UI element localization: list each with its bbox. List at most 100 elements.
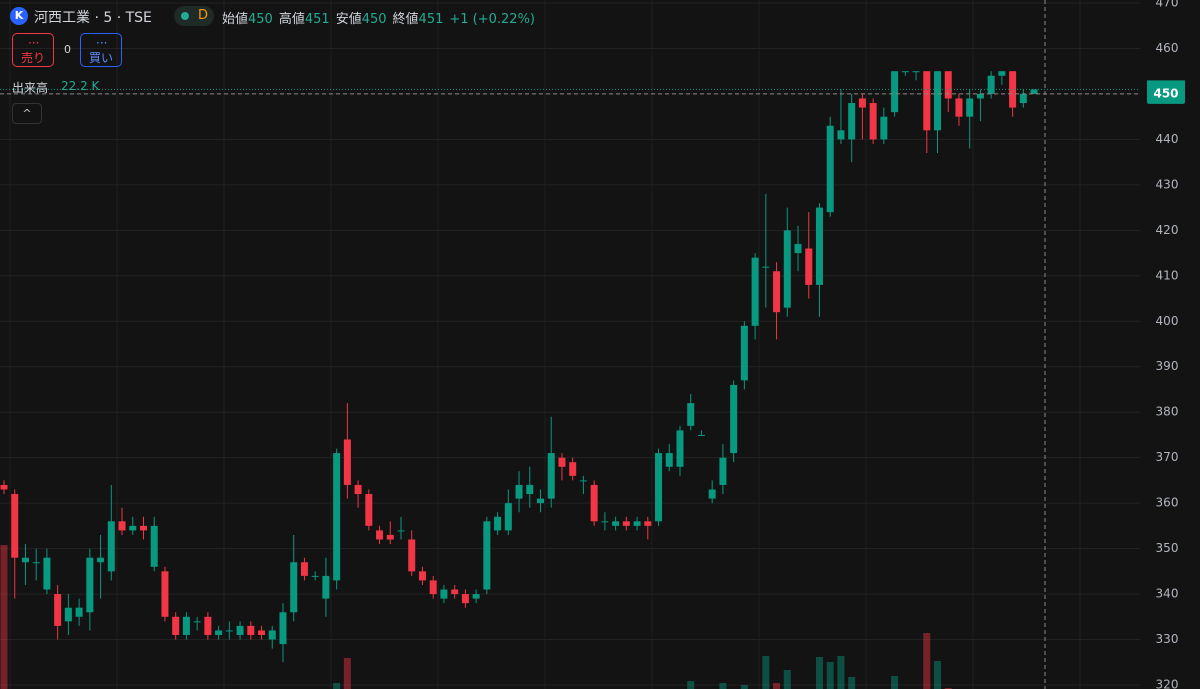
candle-body <box>193 621 201 623</box>
symbol[interactable]: 河西工業 · 5 · TSE <box>34 10 152 26</box>
y-tick-label: 360 <box>1156 496 1179 510</box>
candle-body <box>343 439 351 485</box>
candle-body <box>32 562 40 564</box>
candle-body <box>494 516 502 531</box>
interval: D <box>198 8 209 23</box>
y-tick-label: 430 <box>1156 177 1179 191</box>
candle-body <box>987 75 995 94</box>
candle-body <box>944 71 952 99</box>
buy-button[interactable]: ··· 買い <box>80 33 122 67</box>
y-tick-label: 370 <box>1156 450 1179 464</box>
last-price-box <box>1147 80 1185 87</box>
candle-body <box>966 98 974 117</box>
candle-body <box>236 625 244 635</box>
candle-body <box>773 271 781 313</box>
candle-body <box>54 594 62 626</box>
candle-body <box>998 71 1006 76</box>
candle-body <box>11 494 19 558</box>
ohlc-label: 終値 <box>392 12 419 27</box>
candle-body <box>848 103 856 140</box>
candle-body <box>247 625 255 635</box>
candle-body <box>418 571 426 581</box>
y-tick-label: 400 <box>1156 314 1179 328</box>
y-tick-label: 390 <box>1156 359 1179 373</box>
candle-body <box>665 453 673 467</box>
collapse-button[interactable]: ^ <box>12 103 42 124</box>
volume-bar <box>934 661 942 689</box>
volume-bar <box>826 662 834 689</box>
ohlc-label: 高値 <box>278 12 305 27</box>
candle-body <box>354 484 362 495</box>
candle-body <box>150 525 158 567</box>
candle-body <box>408 539 416 572</box>
y-tick-label: 470 <box>1156 0 1179 10</box>
y-tick-label: 420 <box>1156 223 1179 237</box>
candle-body <box>655 453 663 522</box>
ohlc-value: 451 <box>418 12 444 27</box>
candle-body <box>397 530 405 532</box>
candle-body <box>912 71 920 73</box>
candle-body <box>225 630 233 632</box>
volume-bar <box>333 683 341 689</box>
candle-body <box>762 266 770 268</box>
candle-body <box>97 557 105 563</box>
volume-bar <box>815 657 823 689</box>
candle-body <box>601 521 609 523</box>
sell-button[interactable]: ··· 売り <box>12 33 54 67</box>
candle-body <box>440 589 448 599</box>
candle-body <box>172 616 180 635</box>
buy-label: 買い <box>88 51 113 65</box>
candle-body <box>279 612 287 645</box>
candle-body <box>783 230 791 308</box>
candle-body <box>923 71 931 131</box>
volume-title: 出来高 <box>12 81 49 95</box>
candle-body <box>429 580 437 595</box>
candle-body <box>204 616 212 635</box>
crosshair-price-box <box>1147 83 1185 104</box>
candle-body <box>955 98 963 117</box>
volume-bar <box>687 681 695 689</box>
ohlc: 始値450 高値451 安値450 終値451 +1 (+0.22%) <box>222 8 535 27</box>
candle-body <box>376 530 384 540</box>
y-tick-label: 350 <box>1156 541 1179 555</box>
candle-body <box>697 434 705 436</box>
quantity: 0 <box>64 43 71 56</box>
candle-body <box>86 557 94 613</box>
candle-body <box>805 248 813 285</box>
candle-body <box>504 503 512 531</box>
candle-body <box>751 257 759 326</box>
ohlc-value: 450 <box>248 12 273 27</box>
candle-body <box>215 630 223 635</box>
sell-label: 売り <box>20 51 45 65</box>
candle-body <box>182 616 190 635</box>
volume-bar <box>740 685 748 689</box>
candle-body <box>815 207 823 285</box>
candle-body <box>107 521 115 572</box>
candle-body <box>311 575 319 577</box>
candle-body <box>590 484 598 522</box>
candle-body <box>622 521 630 526</box>
volume-value: 22.2 K <box>61 79 100 93</box>
candle-body <box>719 457 727 485</box>
candle-body <box>869 103 877 140</box>
candle-body <box>880 116 888 140</box>
candle-body <box>64 607 72 622</box>
candle-body <box>579 480 587 482</box>
volume-bar <box>923 633 931 689</box>
candle-body <box>547 453 555 499</box>
candle-body <box>687 403 695 426</box>
ohlc-value: 450 <box>361 12 387 27</box>
candle-body <box>976 93 984 99</box>
candle-body <box>129 525 137 531</box>
volume-bar <box>343 658 351 689</box>
candle-body <box>290 562 298 613</box>
candle-body <box>569 462 577 476</box>
y-tick-label: 320 <box>1156 678 1179 689</box>
candle-body <box>730 384 738 454</box>
candle-body <box>708 489 716 499</box>
candle-body <box>826 125 834 213</box>
ohlc-value: 451 <box>304 12 330 27</box>
ohlc-label: 安値 <box>335 12 362 27</box>
volume-bar <box>783 670 791 689</box>
